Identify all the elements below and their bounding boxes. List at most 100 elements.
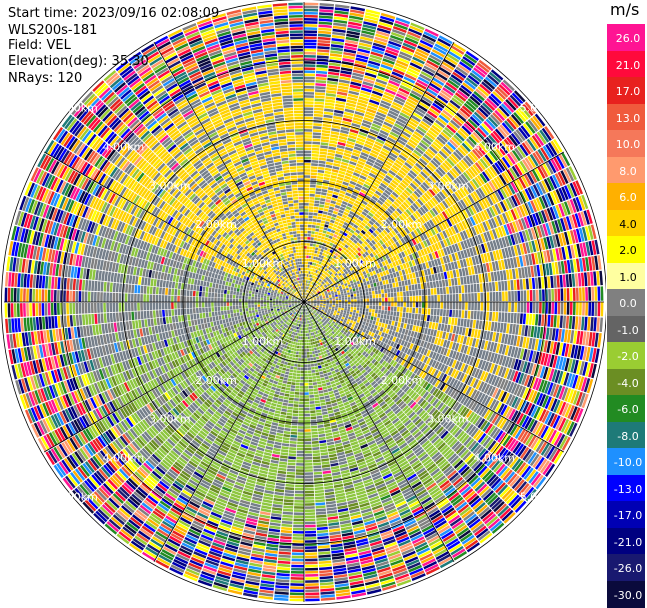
range-gate [326,304,329,305]
range-gate [351,307,354,310]
range-gate [353,291,356,294]
range-gate [387,274,391,279]
range-gate [327,215,332,219]
range-gate [379,306,382,310]
range-gate [320,201,325,204]
range-gate [512,324,516,334]
range-gate [314,253,317,256]
range-gate [587,317,591,331]
range-gate [309,197,314,200]
range-gate [308,265,310,268]
range-gate [450,294,453,301]
range-gate [325,102,335,106]
range-gate [324,237,328,240]
range-gate [326,299,329,300]
range-gate [318,210,323,213]
range-gate [382,302,385,306]
range-gate [445,317,448,324]
range-gate [391,307,394,311]
range-gate [380,314,383,318]
range-gate [526,278,529,289]
range-gate [311,157,318,160]
range-gate [413,296,416,301]
range-gate [469,320,473,328]
range-gate [414,320,417,326]
range-gate [319,161,326,164]
range-gate [388,297,391,301]
range-gate [319,9,333,13]
range-gate [317,43,330,46]
range-gate [418,284,421,290]
range-gate [316,77,327,80]
range-gate [573,288,576,301]
range-gate [474,293,477,301]
range-gate [474,302,477,310]
range-gate [488,273,492,282]
range-gate [557,302,560,314]
range-gate [304,160,311,163]
range-gate [318,164,325,167]
range-gate [333,234,337,238]
range-gate [363,321,366,325]
range-gate [410,279,413,285]
range-gate [495,282,498,291]
range-gate [405,318,408,323]
range-gate [498,281,501,291]
range-gate [304,12,318,15]
range-gate [413,302,416,307]
range-gate [379,298,382,302]
range-gate [349,287,352,290]
range-gate [412,308,415,313]
range-gate [312,222,316,225]
range-gate [326,93,336,97]
range-gate [338,296,341,298]
range-gate [370,328,374,332]
range-gate [397,292,400,297]
range-gate [383,271,387,276]
range-gate [408,319,411,325]
range-gate [387,325,391,330]
range-gate [314,114,323,117]
range-gate [464,310,467,318]
range-gate [394,302,397,306]
range-gate [461,310,464,318]
range-gate [480,293,483,302]
range-gate [364,318,367,322]
range-gate [353,310,356,313]
range-gate [401,281,404,286]
range-gate [359,290,362,293]
range-gate [514,302,517,312]
range-gate [304,77,315,80]
range-gate [365,330,369,334]
range-gate [507,313,510,323]
range-gate [453,326,457,334]
range-gate [304,67,315,70]
range-gate [306,271,308,274]
range-gate [329,303,332,304]
range-gate [313,213,318,216]
range-gate [446,309,449,316]
range-gate [375,278,378,282]
range-gate [373,283,376,287]
range-gate [381,289,384,293]
range-gate [388,320,391,325]
range-gate [443,309,446,316]
range-gate [477,284,480,293]
range-gate [354,294,357,297]
range-gate [567,302,570,315]
range-gate [311,175,317,178]
range-gate [444,324,448,331]
range-gate [491,322,495,331]
range-gate [311,172,317,175]
range-gate [594,302,597,316]
range-gate [464,285,467,293]
range-gate [333,304,336,306]
range-gate [326,303,329,304]
range-gate [304,74,315,77]
range-gate [447,302,450,309]
range-gate [416,296,419,302]
range-gate [312,219,316,222]
range-gate [402,329,406,335]
range-gate [582,287,585,301]
